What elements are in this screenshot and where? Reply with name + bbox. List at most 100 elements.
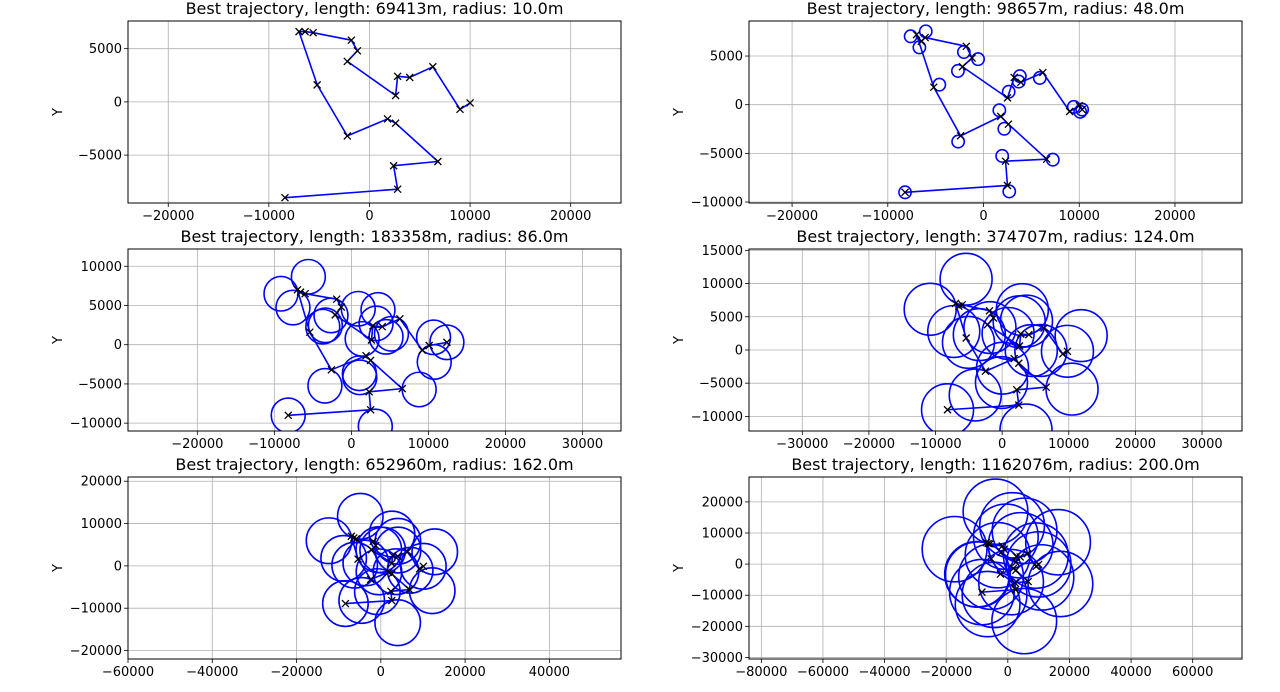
trajectory-loop xyxy=(951,134,966,149)
waypoint-stroke xyxy=(343,131,352,140)
waypoint-marker xyxy=(428,62,437,71)
trajectory-loop xyxy=(338,576,386,625)
trajectory-segment xyxy=(1004,161,1009,186)
x-tick-label: 0 xyxy=(377,665,385,680)
trajectory-loop xyxy=(415,319,452,356)
y-tick-label: 10000 xyxy=(702,527,743,542)
trajectory-loop xyxy=(978,491,1046,559)
waypoint-marker xyxy=(403,547,412,556)
waypoint-marker xyxy=(383,114,392,123)
waypoint-stroke xyxy=(384,568,393,577)
waypoint-stroke xyxy=(985,539,994,548)
waypoint-stroke xyxy=(1003,93,1012,102)
waypoint-marker xyxy=(987,554,996,563)
waypoint-marker xyxy=(1003,181,1012,190)
waypoint-stroke xyxy=(366,575,375,584)
waypoint-marker xyxy=(1004,120,1013,129)
waypoint-stroke xyxy=(958,62,967,71)
waypoint-stroke xyxy=(349,533,358,542)
trajectory-loop xyxy=(305,308,341,345)
waypoint-stroke xyxy=(1034,560,1043,569)
waypoint-stroke xyxy=(1065,107,1074,116)
waypoint-stroke xyxy=(393,72,402,81)
trajectory-loop xyxy=(1054,308,1108,363)
trajectory-segment xyxy=(1007,123,1048,160)
waypoint-marker xyxy=(983,320,992,329)
waypoint-marker xyxy=(419,562,428,571)
waypoint-marker xyxy=(1010,354,1019,363)
waypoint-marker xyxy=(1058,349,1067,358)
chart-title: Best trajectory, length: 1162076m, radiu… xyxy=(791,455,1199,474)
waypoint-marker xyxy=(349,533,358,542)
waypoint-stroke xyxy=(1014,401,1023,410)
trajectory-loop xyxy=(374,599,422,647)
waypoint-marker xyxy=(309,28,318,37)
trajectory-segment xyxy=(904,184,1008,194)
x-tick-label: −40000 xyxy=(858,665,910,680)
waypoint-stroke xyxy=(1010,578,1019,587)
chart-title: Best trajectory, length: 652960m, radius… xyxy=(175,455,573,474)
x-tick-label: 20000 xyxy=(1154,209,1195,224)
trajectory-loop xyxy=(912,40,927,55)
waypoint-marker xyxy=(405,73,414,82)
y-tick-label: 5000 xyxy=(89,42,122,57)
y-tick-label: −10000 xyxy=(70,602,122,617)
waypoint-stroke xyxy=(989,314,998,323)
trajectory-segment xyxy=(965,45,973,59)
waypoint-marker xyxy=(343,57,352,66)
waypoint-marker xyxy=(1040,324,1049,333)
waypoint-marker xyxy=(1003,93,1012,102)
waypoint-marker xyxy=(393,552,402,561)
waypoint-stroke xyxy=(398,384,407,393)
waypoint-stroke xyxy=(305,328,314,337)
x-tick-label: 10000 xyxy=(1048,437,1089,452)
trajectory-loop xyxy=(411,528,459,576)
waypoint-marker xyxy=(393,185,402,194)
trajectory-loop xyxy=(320,534,368,583)
waypoint-stroke xyxy=(1011,585,1020,594)
trajectory-segment xyxy=(933,86,962,137)
trajectory-loop xyxy=(275,289,311,326)
waypoint-stroke xyxy=(369,537,378,546)
trajectory-loop xyxy=(999,403,1053,431)
waypoint-marker xyxy=(901,188,909,197)
waypoint-stroke xyxy=(984,539,993,548)
waypoint-stroke xyxy=(295,27,304,36)
waypoint-stroke xyxy=(343,57,352,66)
trajectory-loop xyxy=(952,307,1007,362)
waypoint-marker xyxy=(466,98,475,107)
trajectory xyxy=(305,492,459,647)
waypoint-marker xyxy=(985,539,994,548)
x-tick-label: −30000 xyxy=(776,437,828,452)
plot-frame xyxy=(127,476,622,660)
waypoint-stroke xyxy=(912,30,921,39)
x-tick-label: −20000 xyxy=(142,209,194,224)
trajectory xyxy=(263,258,465,431)
trajectory-segment xyxy=(381,318,401,328)
waypoint-marker xyxy=(347,36,356,45)
waypoint-stroke xyxy=(442,338,451,347)
plot-frame xyxy=(127,20,622,204)
trajectory-loop xyxy=(399,542,447,590)
waypoint-marker xyxy=(305,328,314,337)
subplot-4: −30000 −20000 −10000 0 10000 20000 30000 −10000… xyxy=(672,227,1243,452)
subplot-6: −80000 −60000 −40000 −20000 0 20000 40000 60000… xyxy=(672,455,1243,680)
waypoint-marker xyxy=(996,570,1005,579)
waypoint-stroke xyxy=(415,564,424,573)
x-tick-label: −60000 xyxy=(102,665,154,680)
waypoint-marker xyxy=(1078,105,1087,114)
waypoint-marker xyxy=(989,314,998,323)
waypoint-stroke xyxy=(395,314,404,323)
waypoint-marker xyxy=(958,300,967,309)
trajectory-segment xyxy=(947,404,1019,411)
trajectory-loop xyxy=(429,324,465,361)
waypoint-stroke xyxy=(366,405,375,414)
x-tick-label: −10000 xyxy=(909,437,961,452)
waypoint-stroke xyxy=(1063,347,1072,356)
waypoint-marker xyxy=(985,306,994,315)
x-tick-label: 20000 xyxy=(444,665,485,680)
y-axis-label: Y xyxy=(51,108,66,117)
x-tick-label: 10000 xyxy=(449,209,490,224)
trajectory-segment xyxy=(369,387,403,393)
y-tick-label: −10000 xyxy=(691,410,743,425)
